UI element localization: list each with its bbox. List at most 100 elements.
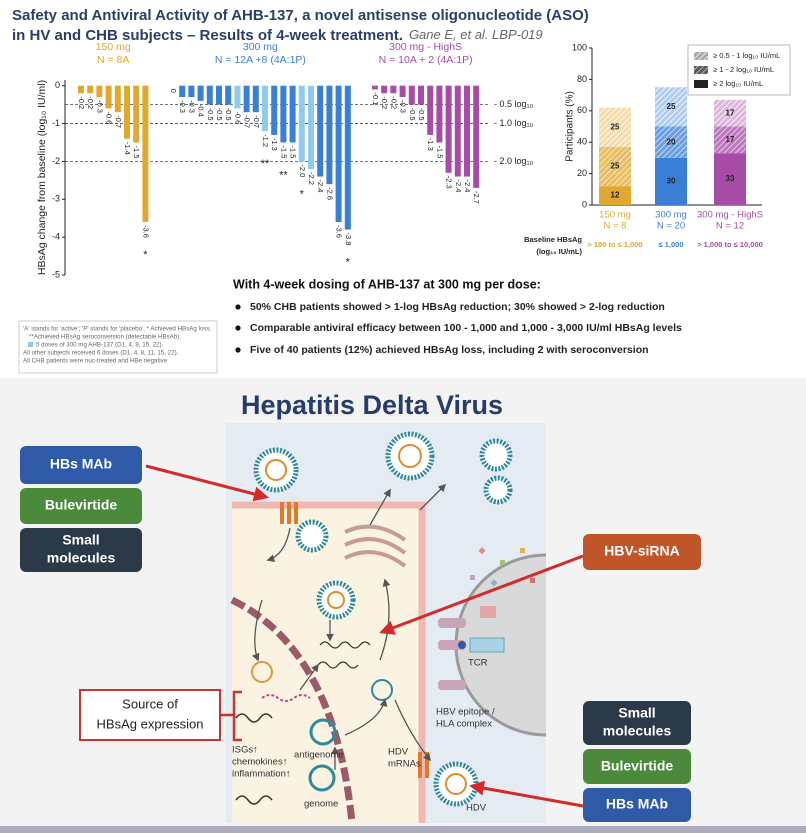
pathway-arrows — [252, 483, 447, 770]
box-label: molecules — [603, 723, 672, 739]
arrow — [266, 527, 291, 562]
label: HBV epitope / — [436, 707, 495, 718]
legend-label: ≥ 1 - 2 log₁₀ IU/mL — [713, 65, 774, 74]
value-label: -2.7 — [472, 191, 481, 204]
bar — [344, 85, 351, 230]
value-label: -1.5 — [132, 145, 141, 158]
bar-segment — [599, 107, 631, 147]
baseline-range: > 100 to ≤ 1,000 — [587, 240, 642, 249]
bar — [464, 85, 470, 177]
cisterna — [344, 537, 407, 555]
value-label: 17 — [726, 135, 735, 144]
virion — [253, 447, 299, 493]
bar-segment — [714, 153, 746, 205]
arrow — [469, 780, 584, 808]
label: ISGs↑ — [232, 745, 258, 756]
footnotes: 'A' stands for 'active'; 'P' stands for … — [18, 320, 218, 374]
value-label: -2.2 — [307, 172, 316, 185]
value-label: -0.2 — [389, 96, 398, 109]
label: TCR — [468, 658, 488, 669]
bar-segment — [599, 146, 631, 187]
y-tick-label: -4 — [52, 232, 60, 242]
dna — [235, 713, 273, 805]
x-tick-sublabel: N = 8 — [604, 221, 627, 232]
value-label: 12 — [611, 191, 620, 200]
summary: With 4-week dosing of AHB-137 at 300 mg … — [233, 277, 682, 355]
cell-panel: TCR HBV epitope / HLA complex HDV mRNAs … — [226, 423, 547, 824]
marker-label: ** — [261, 158, 270, 170]
box — [79, 689, 221, 741]
cccdna — [261, 694, 311, 702]
group-subtitle: N = 12A +8 (4A:1P) — [215, 54, 306, 66]
value-label: -0.3 — [178, 100, 187, 113]
value-label: -0.5 — [417, 108, 426, 121]
reference-label: - 2.0 log₁₀ — [494, 156, 534, 166]
y-tick-label: -2 — [52, 156, 60, 166]
value-label: -0.3 — [187, 100, 196, 113]
bar — [252, 85, 259, 113]
bar-segment — [655, 126, 687, 158]
bar-segment — [655, 157, 687, 205]
value-label: -0.5 — [408, 108, 417, 121]
waterfall-chart: 0 -1 -2 -3 -4 -5 HBsAg change from baseline (l… — [36, 41, 534, 280]
bar — [445, 85, 452, 173]
bullet: Five of 40 patients (12%) achieved HBsAg… — [250, 344, 649, 356]
value-label: -0.6 — [105, 111, 114, 124]
box-label: molecules — [47, 550, 116, 566]
source-box: Source of HBsAg expression — [79, 689, 242, 742]
bar — [372, 85, 378, 90]
particle — [520, 548, 525, 553]
hla — [438, 680, 466, 690]
core — [327, 591, 345, 609]
box — [583, 701, 691, 745]
bullet-dot — [235, 304, 241, 310]
bar — [243, 85, 250, 113]
virion — [316, 580, 356, 620]
summary-heading: With 4-week dosing of AHB-137 at 300 mg … — [233, 277, 541, 291]
group-label: 300 mg — [243, 41, 278, 53]
bar — [96, 85, 103, 98]
value-label: 33 — [726, 174, 735, 183]
box-label: Small — [618, 705, 655, 721]
virion — [385, 431, 435, 481]
value-label: -0.7 — [114, 115, 123, 128]
bullet: Comparable antiviral efficacy between 10… — [250, 322, 682, 334]
bullet: 50% CHB patients showed > 1-log HBsAg re… — [250, 301, 665, 313]
receptor — [418, 752, 422, 778]
virion-cores — [251, 444, 467, 795]
value-label: -0.2 — [86, 96, 95, 109]
footnote: All CHB patients were nuc-treated and HB… — [23, 358, 168, 365]
box — [20, 528, 142, 572]
legend-label: ≥ 2 log₁₀ IU/mL — [713, 79, 763, 88]
value-label: -0.1 — [371, 92, 380, 105]
box — [583, 788, 691, 822]
x-tick-sublabel: N = 20 — [657, 221, 685, 232]
legend-swatch — [694, 66, 708, 74]
right-boxes: HBV-siRNA Small molecules Bulevirtide HB… — [583, 534, 701, 822]
bar — [473, 85, 480, 188]
value-label: -2.6 — [325, 187, 334, 200]
y-axis-label: Participants (%) — [565, 91, 576, 162]
x-tick-sublabel: N = 12 — [716, 221, 744, 232]
value-label: -0.4 — [197, 104, 206, 117]
baseline-range: ≤ 1,000 — [659, 240, 684, 249]
bar-segment — [714, 126, 746, 154]
y-tick-label: -1 — [52, 118, 60, 128]
golgi — [344, 524, 407, 568]
particle — [490, 579, 498, 587]
citation: Gane E, et al. LBP-019 — [409, 27, 543, 42]
particle — [530, 578, 535, 583]
arrow — [145, 464, 269, 502]
tcr — [469, 637, 505, 653]
y-tick-label: -3 — [52, 194, 60, 204]
value-label: -0.2 — [77, 96, 86, 109]
marker-label: ** — [279, 169, 288, 181]
footnote: 'A' stands for 'active'; 'P' stands for … — [23, 326, 212, 333]
group-subtitle: N = 10A + 2 (4A:1P) — [379, 54, 473, 66]
label: inflammation↑ — [232, 769, 291, 780]
value-label: 20 — [667, 137, 676, 146]
bar — [179, 85, 186, 98]
value-label: 17 — [726, 108, 735, 117]
y-tick-label: 0 — [582, 199, 587, 209]
value-label: -1.3 — [270, 138, 279, 151]
